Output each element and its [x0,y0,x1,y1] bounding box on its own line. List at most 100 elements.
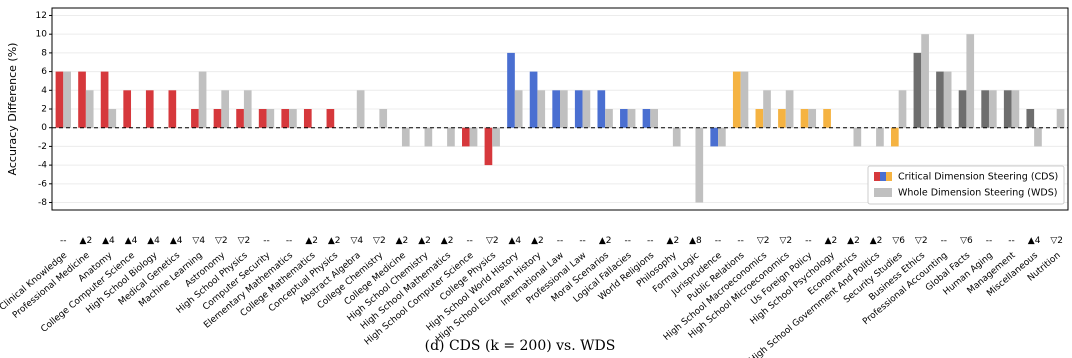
y-tick-label: -6 [38,179,47,189]
annotation: -- [647,236,654,246]
bar [981,90,989,128]
bar [988,90,997,128]
bar [642,109,651,128]
bar [672,127,681,147]
bar [85,90,94,128]
legend-swatch [880,172,886,181]
bar [876,127,884,147]
annotation: ▽4 [350,236,363,246]
bar [401,127,410,147]
bar [236,109,244,128]
bar [462,127,470,147]
bar [740,71,749,128]
annotation: ▲4 [147,236,160,246]
bar [303,109,312,128]
annotation: ▲2 [847,236,860,246]
bar [281,109,290,128]
annotation: ▲4 [102,236,115,246]
annotation: ▽6 [960,236,973,246]
legend-label: Critical Dimension Steering (CDS) [898,172,1058,183]
bar [1003,90,1012,128]
bar [898,90,907,128]
annotation: ▲2 [305,236,318,246]
annotation: ▽2 [1050,236,1063,246]
annotation: ▲2 [531,236,544,246]
annotation: ▲4 [509,236,522,246]
annotation: -- [715,236,722,246]
legend-swatch [886,172,892,181]
bar [943,71,952,128]
annotation: ▲2 [396,236,409,246]
annotation: ▲2 [825,236,838,246]
bar [243,90,252,128]
bar [108,109,117,128]
annotation: ▽2 [915,236,928,246]
legend-box [867,165,1065,205]
bar [1026,109,1035,128]
legend-swatch [874,172,880,181]
annotation: ▽2 [215,236,228,246]
bar [1056,109,1065,128]
annotation: -- [557,236,564,246]
y-tick-label: 12 [36,11,47,21]
annotation: ▲4 [1028,236,1041,246]
bar [213,109,222,128]
y-tick-label: 2 [41,105,47,115]
bar [258,109,267,128]
bar [123,90,132,128]
bar [191,109,199,128]
annotation: ▽6 [892,236,905,246]
annotation: -- [986,236,993,246]
bar [514,90,523,128]
bar [100,71,109,128]
bar [620,109,628,128]
annotation: ▲8 [689,236,702,246]
annotation: -- [579,236,586,246]
bar [1034,127,1042,147]
bar [597,90,606,128]
y-tick-label: 0 [41,123,47,133]
bar [55,71,64,128]
bar [958,90,967,128]
y-tick-label: 8 [41,48,47,58]
bar [447,127,455,147]
bar [560,90,568,128]
annotation: ▲2 [328,236,341,246]
annotation: ▲2 [418,236,431,246]
bar [921,34,929,128]
annotation: ▲2 [599,236,612,246]
bar [853,127,862,147]
annotation: ▲2 [667,236,680,246]
annotation: -- [60,236,67,246]
annotation: -- [805,236,812,246]
bar [1011,90,1020,128]
annotation: -- [941,236,948,246]
annotation: ▽4 [192,236,205,246]
bar [808,109,817,128]
bar [695,127,704,203]
annotation: ▽2 [757,236,770,246]
bar [289,109,297,128]
bar [221,90,230,128]
bar [469,127,478,147]
bar [574,90,583,128]
bar [145,90,154,128]
annotation: ▽2 [779,236,792,246]
bar [627,109,636,128]
bar [424,127,433,147]
annotation: -- [263,236,270,246]
bar [529,71,538,128]
bar [890,127,899,147]
bar [537,90,546,128]
annotation: ▲2 [441,236,454,246]
bar [326,109,335,128]
bar [823,109,831,128]
bar [266,109,275,128]
bar [78,71,86,128]
bar [800,109,809,128]
annotation: ▲2 [80,236,93,246]
bar [936,71,944,128]
bar [966,34,975,128]
bar [198,71,207,128]
